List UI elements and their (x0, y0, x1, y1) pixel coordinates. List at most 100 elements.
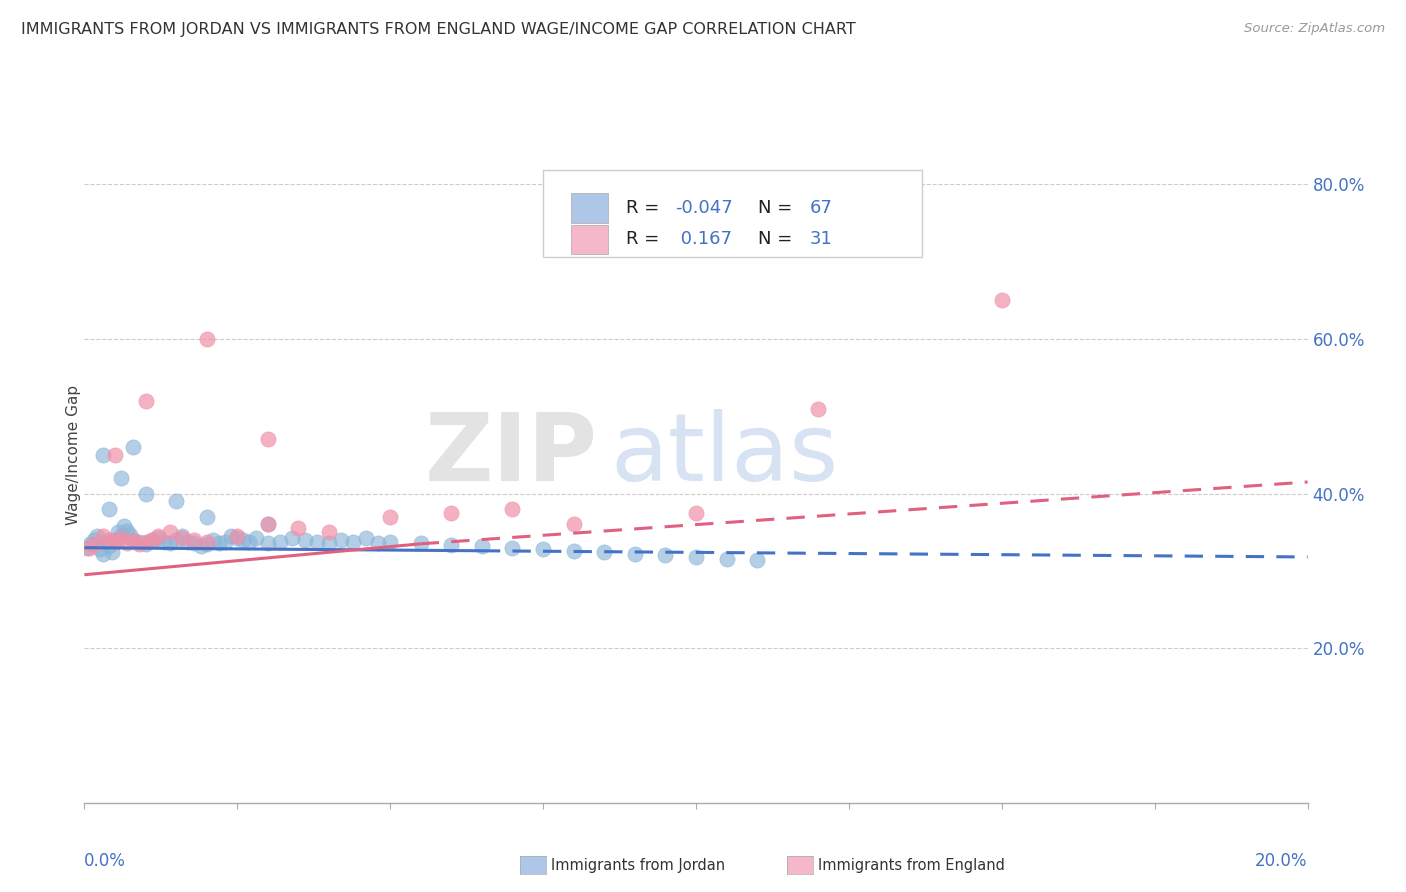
Text: N =: N = (758, 230, 799, 248)
Point (807, 401, 830, 416)
Point (128, 534, 150, 549)
Point (135, 537, 157, 551)
Point (115, 536, 138, 550)
Point (226, 529, 249, 543)
Point (120, 528, 142, 542)
Text: Source: ZipAtlas.com: Source: ZipAtlas.com (1244, 22, 1385, 36)
FancyBboxPatch shape (571, 225, 607, 254)
Point (354, 532, 377, 546)
Point (183, 536, 205, 550)
Point (128, 537, 150, 551)
Point (409, 536, 432, 550)
Point (91, 529, 114, 543)
Text: -0.047: -0.047 (675, 199, 733, 217)
Point (104, 448, 127, 462)
Point (97, 539, 120, 553)
Point (440, 506, 463, 520)
Point (654, 549, 676, 563)
Point (195, 534, 218, 549)
Point (110, 532, 132, 546)
FancyBboxPatch shape (543, 169, 922, 257)
Point (110, 471, 132, 485)
Point (502, 541, 524, 555)
Point (380, 509, 402, 524)
Point (122, 533, 145, 547)
Point (716, 551, 738, 566)
Text: IMMIGRANTS FROM JORDAN VS IMMIGRANTS FROM ENGLAND WAGE/INCOME GAP CORRELATION CH: IMMIGRANTS FROM JORDAN VS IMMIGRANTS FRO… (21, 22, 856, 37)
Point (305, 534, 328, 549)
Point (232, 533, 254, 547)
Point (562, 517, 585, 532)
Point (991, 293, 1014, 308)
Point (165, 533, 187, 547)
Point (165, 494, 187, 508)
Point (257, 517, 280, 532)
Point (226, 532, 249, 546)
Point (257, 433, 280, 447)
Point (195, 509, 218, 524)
Point (97, 502, 120, 516)
Point (115, 524, 138, 538)
Point (159, 536, 181, 550)
Point (471, 539, 494, 553)
Point (531, 542, 554, 557)
Point (97, 533, 120, 547)
Point (86, 529, 108, 543)
Point (214, 534, 236, 549)
Point (342, 534, 364, 549)
Point (141, 533, 163, 547)
Point (502, 502, 524, 516)
Point (146, 529, 169, 543)
Point (104, 533, 127, 547)
Point (219, 529, 242, 543)
Point (287, 521, 309, 535)
Point (195, 537, 218, 551)
Point (172, 532, 194, 546)
Point (122, 533, 145, 547)
Point (183, 533, 205, 547)
Text: N =: N = (758, 199, 799, 217)
Point (201, 533, 224, 547)
Point (77, 541, 100, 555)
Text: 67: 67 (810, 199, 832, 217)
Point (76, 541, 98, 555)
Point (172, 529, 194, 543)
Point (257, 536, 280, 550)
Point (195, 332, 218, 346)
Point (112, 519, 135, 533)
Text: 20.0%: 20.0% (1256, 852, 1308, 870)
Point (83, 533, 105, 547)
Point (135, 534, 157, 549)
Point (110, 529, 132, 543)
Point (330, 533, 353, 547)
Point (190, 539, 212, 553)
Point (318, 536, 340, 550)
Point (122, 440, 145, 454)
Text: 0.0%: 0.0% (84, 852, 127, 870)
Point (159, 525, 181, 540)
Point (208, 536, 231, 550)
Point (593, 545, 616, 559)
Point (153, 534, 176, 549)
Point (685, 549, 707, 564)
Text: Immigrants from England: Immigrants from England (818, 858, 1005, 872)
Point (101, 544, 124, 558)
Point (380, 534, 402, 549)
Text: Immigrants from Jordan: Immigrants from Jordan (551, 858, 725, 872)
Point (245, 532, 267, 546)
Point (146, 532, 169, 546)
Point (257, 517, 280, 532)
Point (94, 534, 117, 549)
Point (141, 533, 163, 547)
Point (91, 547, 114, 561)
Y-axis label: Wage/Income Gap: Wage/Income Gap (66, 384, 80, 525)
Point (135, 393, 157, 408)
Point (89, 542, 111, 557)
Point (104, 534, 127, 549)
Point (177, 534, 200, 549)
Point (238, 534, 260, 549)
Point (107, 525, 129, 540)
Point (367, 536, 389, 550)
Point (562, 543, 585, 558)
Point (318, 525, 340, 540)
